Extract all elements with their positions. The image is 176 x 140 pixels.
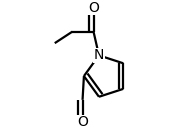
Text: N: N: [94, 48, 104, 62]
Text: O: O: [88, 1, 99, 15]
Text: O: O: [77, 115, 88, 129]
